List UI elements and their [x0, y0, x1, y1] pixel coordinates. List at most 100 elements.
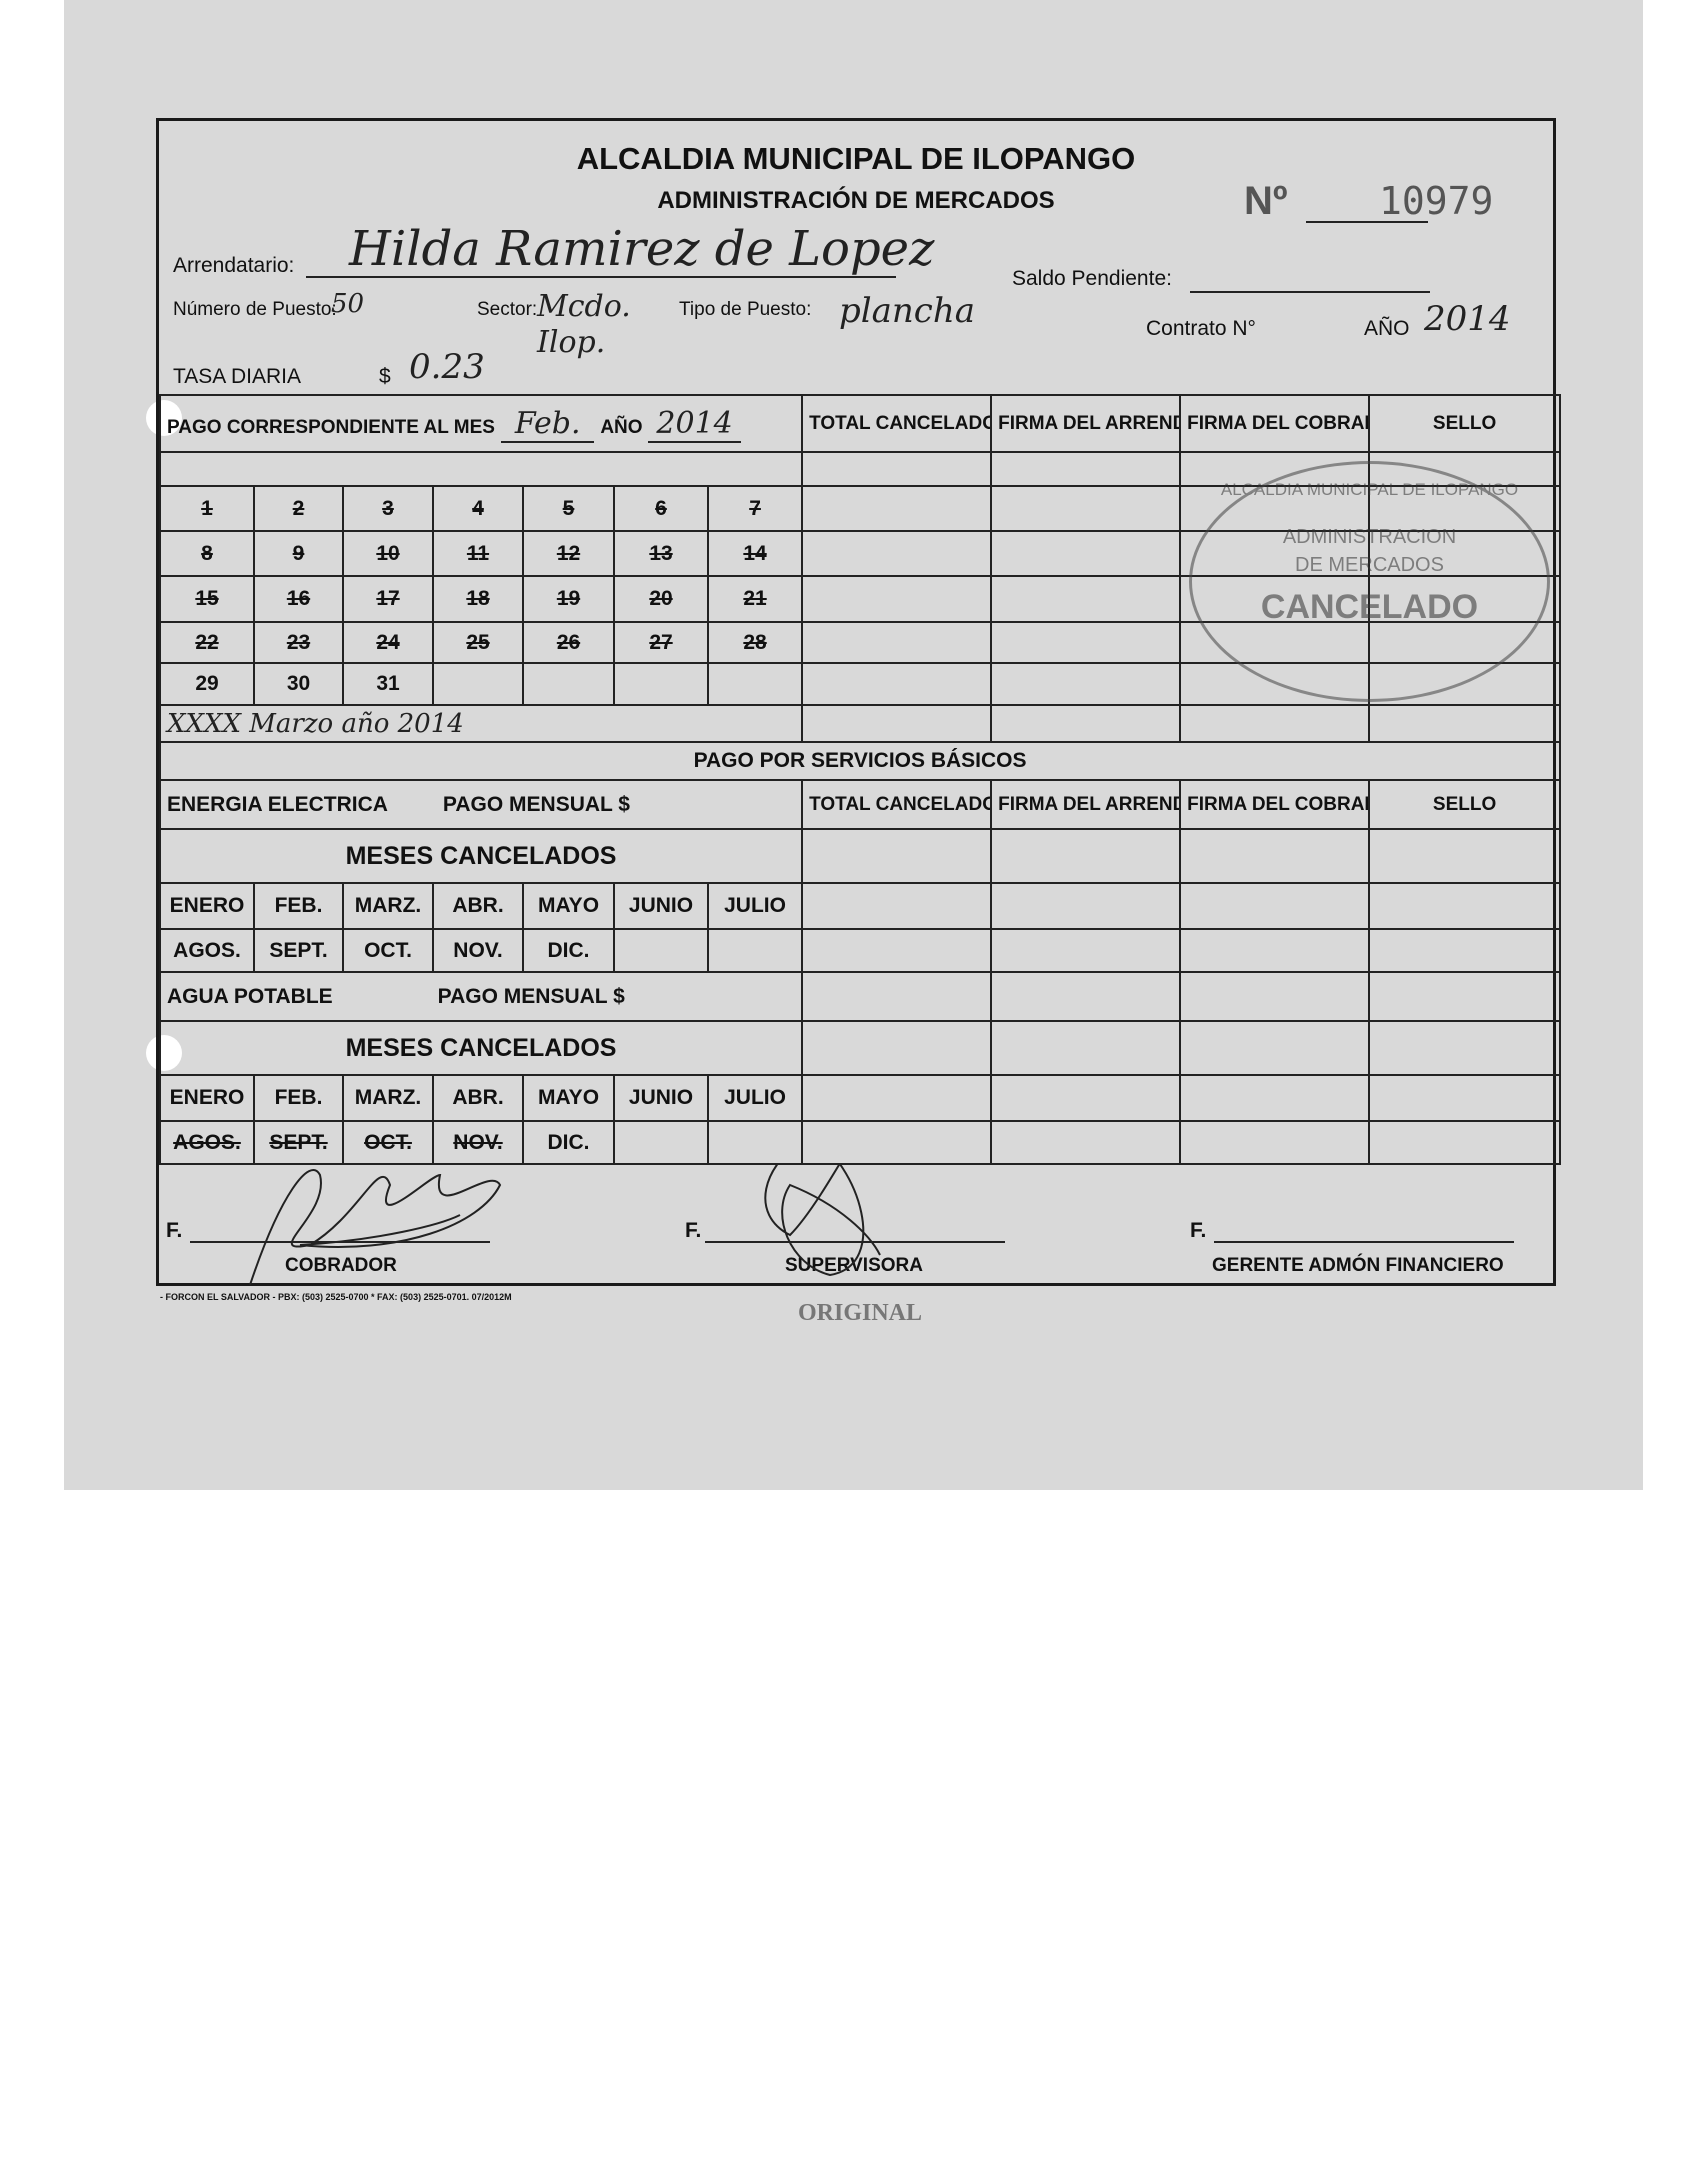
tipo-value: plancha: [839, 291, 976, 331]
signature-cell: [990, 621, 1182, 664]
day-cell: 18: [432, 575, 524, 623]
anio-label: AÑO: [1364, 317, 1410, 340]
signature-cell: [1179, 1020, 1371, 1076]
day-cell-text: 24: [376, 630, 400, 654]
cobrador-signature: [249, 1169, 502, 1286]
signature-cell: [990, 1020, 1182, 1076]
signature-cell: [1368, 971, 1562, 1022]
month-cell-text: OCT.: [364, 1130, 412, 1154]
day-cell: 8: [159, 530, 255, 577]
day-cell: 12: [522, 530, 615, 577]
month-cell-text: SEPT.: [269, 1130, 328, 1154]
signature-cell: [801, 971, 993, 1022]
month-cell: JULIO: [706, 1074, 804, 1122]
column-header-text: FIRMA DEL ARRENDATARIO: [998, 413, 1181, 434]
month-cell: JULIO: [706, 882, 804, 930]
month-cell-text: ABR.: [452, 1086, 504, 1109]
pago-anio-label: AÑO: [600, 417, 643, 438]
servicios-title-text: PAGO POR SERVICIOS BÁSICOS: [693, 749, 1027, 772]
month-cell: SEPT.: [253, 928, 344, 973]
payment-table: PAGO CORRESPONDIENTE AL MES Feb. AÑO 201…: [158, 394, 1562, 1294]
day-cell-text: 3: [382, 496, 394, 520]
receipt-number: 10979: [1379, 179, 1494, 223]
month-cell-text: FEB.: [274, 894, 323, 917]
day-cell: [706, 662, 804, 706]
month-cell: OCT.: [342, 1120, 434, 1165]
month-cell-text: NOV.: [453, 1130, 503, 1154]
pago-anio-value: 2014: [648, 406, 741, 443]
day-cell: 25: [432, 621, 524, 664]
month-cell: ABR.: [432, 1074, 524, 1122]
month-cell: DIC.: [522, 1120, 615, 1165]
tipo-label: Tipo de Puesto:: [679, 299, 812, 320]
signature-cell: [801, 662, 993, 706]
anio-value: 2014: [1424, 299, 1511, 339]
receipt-form: ALCALDIA MUNICIPAL DE ILOPANGO ADMINISTR…: [156, 118, 1562, 1286]
tasa-currency: $: [379, 365, 391, 388]
month-cell-text: ABR.: [452, 894, 504, 917]
signature-cell: [1179, 1074, 1371, 1122]
column-header-text: SELLO: [1432, 413, 1497, 434]
day-cell: 19: [522, 575, 615, 623]
signature-cell: [1368, 882, 1562, 930]
month-cell: NOV.: [432, 1120, 524, 1165]
signature-cell: [990, 1074, 1182, 1122]
signature-cell: [801, 882, 993, 930]
signature-cell: [801, 1120, 993, 1165]
day-cell-text: 6: [655, 496, 667, 520]
month-cell-text: MAYO: [537, 1086, 600, 1109]
day-cell-text: 13: [649, 541, 673, 565]
month-cell: [706, 928, 804, 973]
signature-cell: [1179, 704, 1371, 743]
column-header: SELLO: [1368, 394, 1562, 453]
day-cell-text: 25: [466, 630, 490, 654]
printer-footer: - FORCON EL SALVADOR - PBX: (503) 2525-0…: [160, 1292, 512, 1302]
day-cell-text: 27: [649, 630, 673, 654]
month-cell: MAYO: [522, 1074, 615, 1122]
form-title: ALCALDIA MUNICIPAL DE ILOPANGO: [576, 141, 1136, 176]
month-cell-text: JUNIO: [628, 894, 694, 917]
signature-cell: [1179, 882, 1371, 930]
day-cell-text: 4: [472, 496, 484, 520]
column-header: TOTAL CANCELADO: [801, 779, 993, 830]
month-cell: ABR.: [432, 882, 524, 930]
pago-mes-header-text: PAGO CORRESPONDIENTE AL MES: [167, 417, 495, 438]
signature-cell: [801, 928, 993, 973]
energia-meses: MESES CANCELADOS: [158, 828, 804, 884]
arrendatario-value: Hilda Ramirez de Lopez: [349, 221, 935, 277]
supervisora-signature: [764, 1164, 881, 1277]
energia-meses-text: MESES CANCELADOS: [345, 841, 617, 870]
day-cell-text: 20: [649, 587, 673, 610]
day-cell-text: 5: [562, 496, 575, 520]
signature-cell: [990, 971, 1182, 1022]
day-cell: 15: [159, 575, 255, 623]
day-cell: 11: [432, 530, 524, 577]
month-cell: DIC.: [522, 928, 615, 973]
day-cell-text: 26: [556, 630, 581, 654]
day-cell-text: 18: [466, 587, 490, 610]
day-cell: 14: [706, 530, 804, 577]
form-subtitle: ADMINISTRACIÓN DE MERCADOS: [657, 187, 1055, 214]
day-cell: 7: [706, 485, 804, 532]
agua-header: AGUA POTABLE PAGO MENSUAL $: [158, 971, 804, 1022]
signature-cell: [1179, 828, 1371, 884]
day-cell: [613, 662, 709, 706]
signature-cell: [801, 1074, 993, 1122]
day-cell-text: 28: [743, 630, 767, 654]
day-cell: 1: [159, 485, 255, 532]
stamp-line1: ADMINISTRACION: [1282, 526, 1457, 548]
signature-cell: [1368, 1120, 1562, 1165]
column-header: FIRMA DEL ARRENDATARIO: [990, 779, 1182, 830]
note-row-text: XXXX Marzo año 2014: [167, 708, 464, 739]
pago-mes-value: Feb.: [500, 406, 595, 443]
month-cell: [613, 928, 709, 973]
pago-mes-header: PAGO CORRESPONDIENTE AL MES Feb. AÑO 201…: [158, 394, 804, 453]
day-cell: 16: [253, 575, 344, 623]
day-cell: 29: [159, 662, 255, 706]
day-cell: 9: [253, 530, 344, 577]
signature-cell: [990, 928, 1182, 973]
column-header: FIRMA DEL COBRADOR: [1179, 779, 1371, 830]
day-cell-text: 15: [195, 587, 219, 610]
blank-row: [158, 451, 804, 487]
month-cell-text: JULIO: [724, 1086, 786, 1109]
